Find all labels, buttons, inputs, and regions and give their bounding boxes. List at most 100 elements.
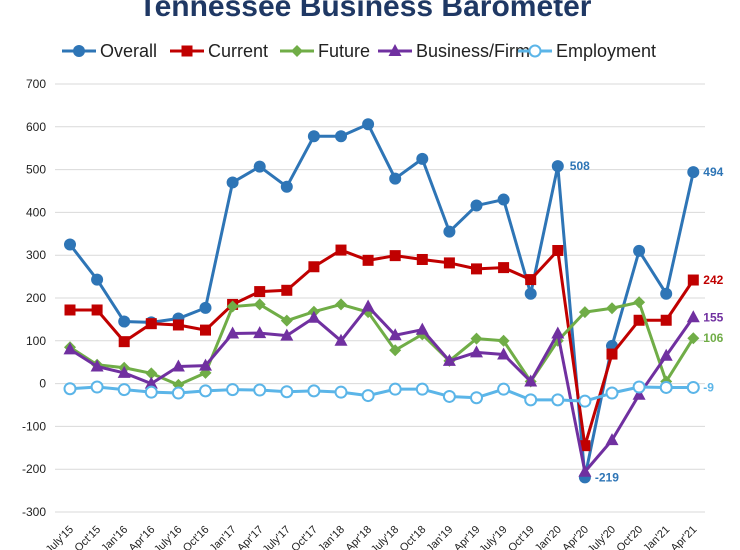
data-point-current [687,274,699,286]
y-tick-label: 600 [26,120,46,134]
legend-item-future: Future [280,41,370,61]
data-point-current [660,314,672,326]
data-point-employment [307,384,321,398]
annotations: 508 -219 494 242 155 106 -9 [570,159,724,484]
data-point-overall [470,199,483,212]
data-point-business-firm [253,326,267,339]
data-point-employment [470,391,483,405]
legend-marker [528,44,542,58]
x-tick-label: July'18 [369,524,401,550]
data-point-business-firm [63,342,77,355]
data-point-business-firm [171,359,185,372]
data-point-future [280,314,293,327]
series-overall [64,118,700,484]
y-tick-label: 200 [26,291,46,305]
legend-label: Employment [556,41,656,61]
data-point-employment [388,382,402,396]
y-tick-label: 300 [26,248,46,262]
data-point-employment [659,380,673,394]
data-point-future [335,298,347,311]
data-point-employment [686,380,700,394]
data-label-overall: 494 [703,165,723,179]
x-axis: July'15Oct'15Jan'16Apr'16July'16Oct'16Ja… [44,524,700,550]
data-point-current [471,263,482,275]
data-point-future [687,332,700,345]
data-point-overall [551,160,564,173]
series-line-overall [68,122,695,479]
data-point-business-firm [524,374,538,387]
data-point-current [118,336,130,348]
data-point-overall [362,118,375,131]
data-point-employment [632,380,646,394]
x-tick-label: Apr'21 [669,524,700,550]
data-point-business-firm [551,326,565,339]
data-point-business-firm [388,328,402,341]
data-point-employment [253,383,267,397]
data-point-overall [335,130,347,143]
data-point-business-firm [226,326,240,339]
y-tick-label: 400 [26,205,46,219]
data-point-overall [199,301,212,314]
data-point-employment [361,389,375,403]
legend-label: Business/Firm [416,41,530,61]
data-point-business-firm [117,365,131,378]
data-point-current [308,261,320,273]
legend-item-business-firm: Business/Firm [378,41,530,61]
data-point-business-firm [578,464,592,477]
data-point-employment [578,394,592,408]
data-point-current [254,286,266,298]
legend-label: Current [208,41,268,61]
data-point-business-firm [415,322,429,335]
data-point-overall [253,160,266,173]
gridlines [55,83,705,513]
data-point-current [362,254,374,266]
data-point-future [226,300,239,313]
data-point-employment [442,389,456,403]
series-employment [63,380,700,408]
data-label-employment: -9 [703,380,714,394]
y-tick-label: 100 [26,334,46,348]
data-point-current [416,253,428,265]
data-point-current [525,274,537,286]
series-line-current [70,248,695,448]
data-point-employment [90,380,104,394]
data-point-current [389,250,401,262]
legend: Overall Current Future Business/Firm Employm… [62,41,656,61]
data-point-overall [687,166,700,179]
legend-item-current: Current [170,41,268,61]
data-point-employment [524,393,538,407]
x-tick-label: July'19 [477,524,509,550]
series-line-future [69,300,695,387]
data-point-future [389,344,402,357]
y-axis: -300 -200 -100 0 100 200 300 400 500 600 700 [22,77,46,519]
data-point-employment [226,383,240,397]
data-point-future [633,296,646,309]
data-point-business-firm [470,345,483,358]
x-tick-label: July'16 [152,524,184,550]
data-point-overall [497,193,510,206]
legend-label: Overall [100,41,157,61]
x-tick-label: July'17 [260,524,292,550]
data-point-business-firm [144,376,158,389]
data-point-future [606,302,618,315]
data-point-current [64,304,76,316]
data-point-business-firm [632,387,646,400]
data-point-overall [524,287,537,300]
data-point-current [145,318,157,330]
data-point-employment [605,386,619,400]
data-label-business-firm: 155 [703,310,723,324]
data-point-future [145,367,158,380]
data-point-current [579,440,591,452]
data-point-current [172,319,184,331]
data-point-current [633,314,645,326]
data-point-overall [280,180,293,193]
data-point-employment [280,385,294,399]
data-point-business-firm [199,358,212,371]
series-business-firm [63,299,700,477]
legend-label: Future [318,41,370,61]
data-point-current [91,304,103,316]
legend-marker [388,44,402,56]
data-point-overall [660,287,673,300]
legend-item-overall: Overall [62,41,157,61]
data-point-overall [443,225,456,238]
